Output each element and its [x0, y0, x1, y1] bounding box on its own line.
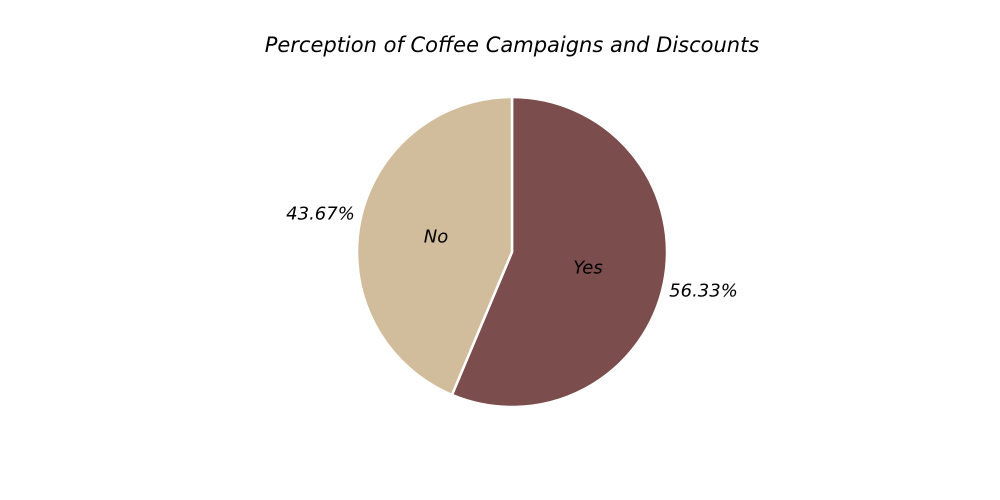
pie-slice-yes [450, 95, 669, 409]
slice-label-no: No [424, 227, 448, 248]
slice-percent-yes: 56.33% [669, 281, 738, 302]
chart-title: Perception of Coffee Campaigns and Disco… [265, 33, 760, 57]
slice-label-yes: Yes [573, 257, 602, 278]
pie-labels: Yes 56.33% No 43.67% [286, 203, 738, 301]
pie-slice-no [355, 95, 514, 397]
pie-slices [355, 95, 669, 409]
slice-percent-no: 43.67% [286, 203, 355, 224]
